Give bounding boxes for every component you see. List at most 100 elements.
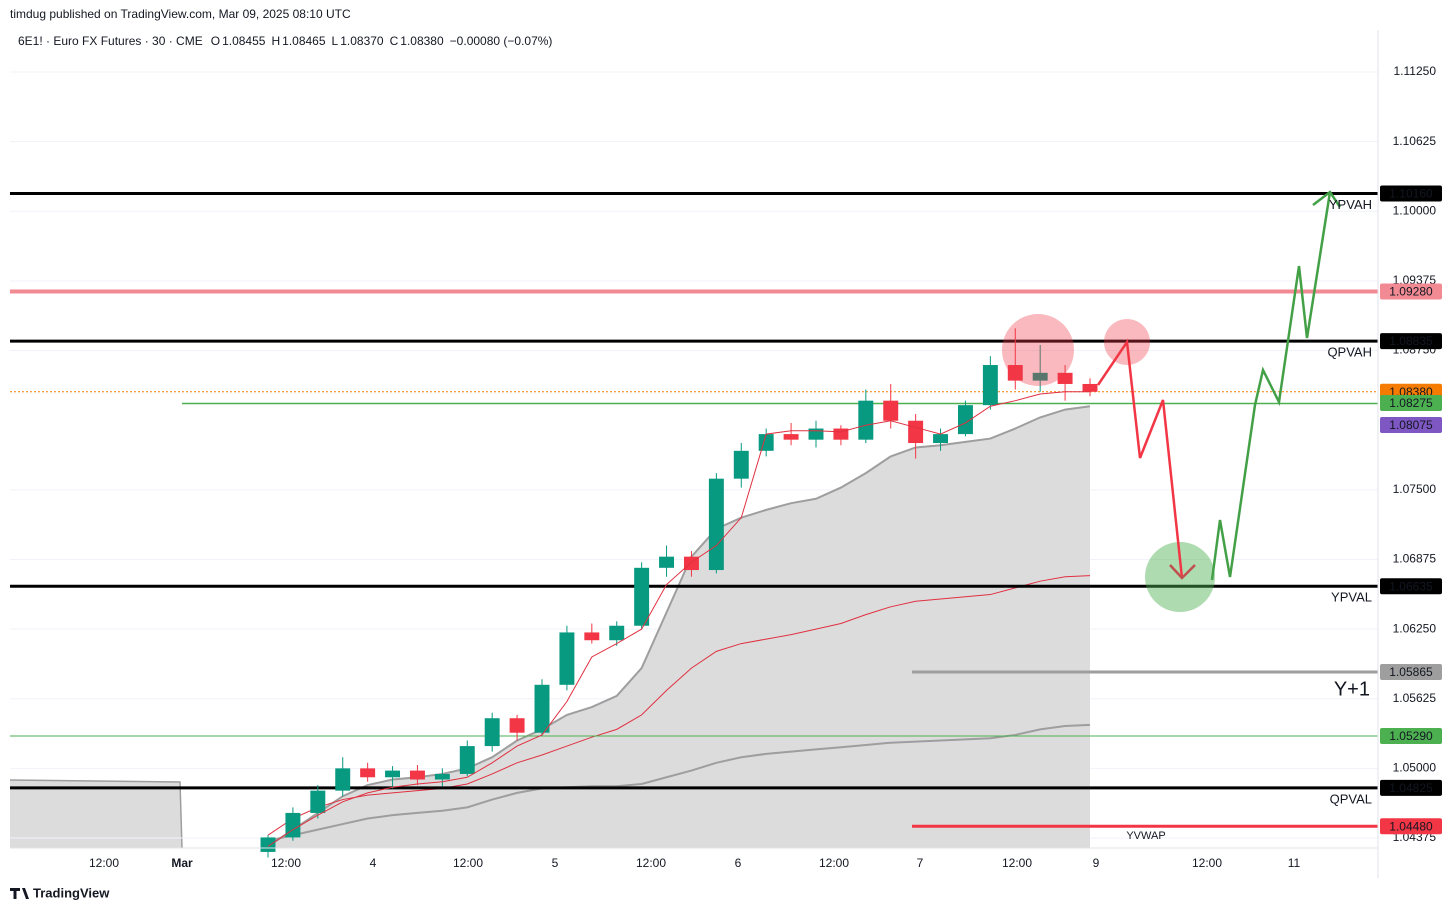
- price-badge: [1380, 663, 1442, 680]
- price-badge-label: 1.04480: [1389, 819, 1433, 833]
- candle-body: [733, 450, 749, 479]
- legend-value: 1.08380: [400, 34, 444, 48]
- price-badge: [1380, 333, 1442, 350]
- legend-value: 1.08465: [282, 34, 326, 48]
- band-lower: [267, 723, 1091, 842]
- y-tick-label: 1.06875: [1393, 552, 1437, 566]
- candle-body: [1032, 372, 1048, 381]
- price-badge-label: 1.08075: [1389, 418, 1433, 432]
- x-tick-label: 12:00: [819, 856, 849, 870]
- y-tick-label: 1.11250: [1394, 64, 1437, 78]
- logo: [10, 888, 29, 899]
- candle-body: [1082, 383, 1098, 392]
- price-badge: [1380, 818, 1442, 835]
- x-tick-label: 6: [735, 856, 742, 870]
- legend-change: −0.00080 (−0.07%): [450, 34, 553, 48]
- candle-body: [1007, 365, 1023, 381]
- vwap-line: [267, 391, 1090, 847]
- band-mid: [267, 575, 1091, 836]
- y-tick-label: 1.07500: [1393, 482, 1437, 496]
- x-tick-label: 4: [370, 856, 377, 870]
- candle-body: [509, 718, 525, 733]
- arrow-head: [1169, 564, 1196, 580]
- price-badge-label: 1.05865: [1389, 665, 1433, 679]
- legend-key: H: [271, 34, 280, 48]
- legend: 6E1! · Euro FX Futures · 30 · CME O 1.0845…: [18, 34, 552, 48]
- candle-body: [260, 837, 276, 852]
- price-badge-label: 1.09280: [1389, 285, 1433, 299]
- y-tick-label: 1.10000: [1393, 203, 1437, 217]
- x-tick-label: 12:00: [271, 856, 301, 870]
- x-tick-label: 12:00: [1192, 856, 1222, 870]
- x-tick-label: 5: [552, 856, 559, 870]
- candle-body: [534, 684, 550, 733]
- band-upper: [267, 405, 1091, 848]
- candle-body: [758, 434, 774, 451]
- candle-body: [982, 365, 998, 406]
- x-tick-label: Mar: [171, 856, 193, 870]
- x-tick-label: 12:00: [1002, 856, 1032, 870]
- x-tick-label: 12:00: [453, 856, 483, 870]
- candle-body: [883, 400, 899, 421]
- candle-body: [933, 434, 949, 444]
- level-name: QPVAL: [1330, 791, 1372, 806]
- candle-body: [285, 812, 301, 838]
- candle-body: [459, 746, 475, 774]
- arrow-head: [1312, 190, 1342, 208]
- legend-value: 1.08455: [222, 34, 266, 48]
- candle-body: [908, 420, 924, 444]
- prior-band-edge: [9, 779, 183, 849]
- publisher: timdug published on TradingView.com, Mar…: [10, 7, 351, 21]
- level-name: QPVAH: [1327, 345, 1372, 360]
- y-tick-label: 1.05625: [1393, 691, 1437, 705]
- x-tick-label: 11: [1288, 856, 1301, 870]
- legend-key: C: [390, 34, 399, 48]
- zone-circle: [1002, 314, 1074, 386]
- x-tick-label: 12:00: [89, 856, 119, 870]
- price-badge: [1380, 578, 1442, 595]
- candle-body: [659, 556, 675, 568]
- candle-body: [335, 768, 351, 791]
- candle-body: [858, 400, 874, 440]
- level-name: YPVAL: [1331, 590, 1372, 605]
- candle-body: [360, 768, 376, 778]
- price-badge: [1380, 779, 1442, 796]
- candle-body: [434, 773, 450, 780]
- prior-band: [10, 780, 182, 848]
- candle-body: [409, 770, 425, 780]
- brand-name: TradingView: [33, 885, 110, 900]
- level-name: Y+1: [1334, 678, 1370, 700]
- price-badge-label: 1.04825: [1389, 781, 1433, 795]
- price-badge-label: 1.08275: [1389, 396, 1433, 410]
- candle-body: [634, 567, 650, 626]
- legend-symbol: 6E1! · Euro FX Futures · 30 · CME: [18, 34, 203, 48]
- price-badge-label: 1.06635: [1389, 579, 1433, 593]
- candle-body: [484, 718, 500, 747]
- legend-key: L: [332, 34, 339, 48]
- x-tick-label: 7: [917, 856, 924, 870]
- plot: [9, 71, 1378, 858]
- level-name: YPVAH: [1329, 197, 1372, 212]
- price-badge: [1380, 185, 1442, 202]
- candle-body: [385, 770, 401, 778]
- projection-up: [1210, 191, 1332, 581]
- projection-down: [1096, 338, 1184, 579]
- candle-body: [584, 632, 600, 641]
- projection: [1002, 190, 1342, 612]
- candle-body: [708, 478, 724, 571]
- y-tick-label: 1.10625: [1393, 134, 1437, 148]
- candle-body: [609, 625, 625, 641]
- price-badge: [1380, 417, 1442, 433]
- band-area: [268, 406, 1090, 848]
- price-badge-label: 1.05290: [1389, 729, 1433, 743]
- price-badge: [1380, 728, 1442, 745]
- price-badge: [1380, 395, 1442, 411]
- candle-body: [783, 434, 799, 440]
- candle-body: [957, 405, 973, 435]
- y-tick-label: 1.06250: [1393, 621, 1437, 635]
- x-tick-label: 12:00: [636, 856, 666, 870]
- price-badge-label: 1.10160: [1389, 187, 1433, 201]
- x-tick-label: 9: [1093, 856, 1100, 870]
